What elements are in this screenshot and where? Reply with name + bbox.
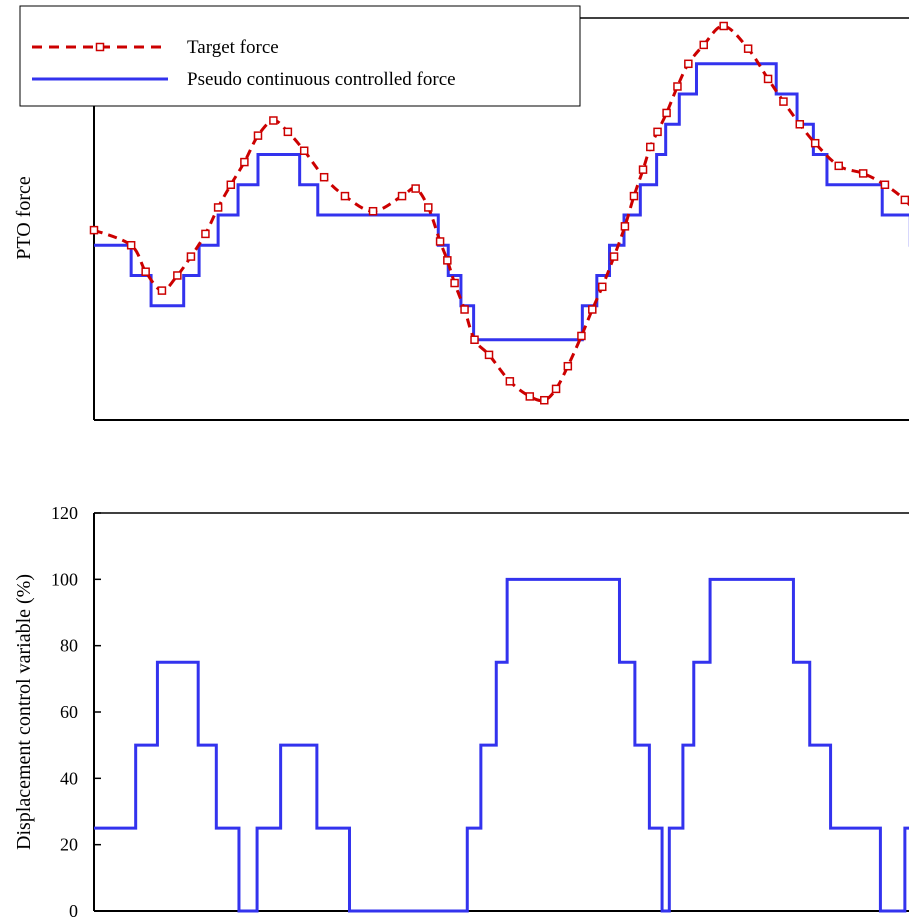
data-point-target-force-1 <box>126 240 136 250</box>
data-point-target-force-2 <box>141 267 150 276</box>
y-tick-label-40: 40 <box>60 768 78 788</box>
data-point-target-force-26 <box>505 377 515 386</box>
bottom-plot-frame <box>93 512 909 912</box>
data-point-target-force-38 <box>646 142 655 152</box>
data-point-target-force-0 <box>89 225 99 235</box>
legend-entry-target-force: Target force <box>32 37 279 58</box>
data-point-target-force-28 <box>540 395 549 405</box>
legend: Target force Pseudo continuous controlle… <box>19 5 581 107</box>
data-point-target-force-19 <box>424 203 433 212</box>
data-point-target-force-50 <box>834 161 843 171</box>
data-point-target-force-10 <box>253 131 263 140</box>
y-tick-label-20: 20 <box>60 835 78 855</box>
data-point-target-force-25 <box>484 350 494 360</box>
top-y-axis-title: PTO force <box>13 176 35 260</box>
data-point-target-force-46 <box>763 74 773 84</box>
data-point-target-force-4 <box>173 271 182 280</box>
data-point-target-force-27 <box>525 392 535 401</box>
bottom-y-ticks: 0 20 40 60 80 100 120 <box>51 503 101 921</box>
data-point-target-force-24 <box>470 335 479 344</box>
data-point-target-force-23 <box>460 305 469 314</box>
bottom-y-axis-title: Displacement control variable (%) <box>13 574 35 850</box>
data-point-target-force-16 <box>368 206 378 216</box>
data-point-target-force-52 <box>880 180 890 190</box>
data-point-target-force-45 <box>743 44 753 53</box>
data-point-target-force-15 <box>340 191 350 201</box>
data-point-target-force-48 <box>795 120 805 129</box>
data-point-target-force-34 <box>609 252 619 261</box>
data-point-target-force-30 <box>563 361 573 371</box>
data-point-target-force-18 <box>411 184 420 193</box>
bottom-chart: 0 20 40 60 80 100 120 Displacement control var… <box>13 503 909 921</box>
top-chart: PTO force Target force Pseudo continuous… <box>13 5 909 421</box>
data-point-target-force-22 <box>450 278 459 288</box>
data-point-target-force-21 <box>443 256 452 265</box>
legend-label-controlled-force: Pseudo continuous controlled force <box>187 69 456 90</box>
y-tick-label-60: 60 <box>60 702 78 722</box>
data-point-target-force-17 <box>397 191 407 201</box>
data-point-target-force-42 <box>684 59 693 69</box>
data-point-target-force-8 <box>226 180 236 190</box>
data-point-target-force-44 <box>719 21 728 31</box>
data-point-target-force-9 <box>240 157 249 167</box>
data-point-target-force-49 <box>810 138 820 148</box>
data-point-target-force-5 <box>186 252 196 261</box>
data-point-target-force-37 <box>638 165 648 174</box>
data-point-target-force-35 <box>620 222 630 231</box>
bottom-series-group <box>94 577 909 913</box>
data-point-target-force-32 <box>588 305 597 314</box>
legend-box <box>19 5 581 107</box>
y-tick-label-100: 100 <box>51 569 78 589</box>
data-point-target-force-20 <box>435 237 445 246</box>
data-point-target-force-36 <box>629 191 639 201</box>
data-point-target-force-3 <box>157 286 167 295</box>
data-point-target-force-12 <box>283 127 293 137</box>
data-point-target-force-47 <box>779 97 788 106</box>
data-point-target-force-43 <box>699 40 708 50</box>
data-point-target-force-11 <box>269 116 278 125</box>
data-point-target-force-14 <box>319 172 329 182</box>
data-point-target-force-41 <box>673 82 682 91</box>
data-point-target-force-33 <box>598 282 607 292</box>
y-tick-label-80: 80 <box>60 636 78 656</box>
target-force-markers <box>89 21 909 405</box>
data-point-target-force-39 <box>653 127 662 137</box>
y-tick-label-120: 120 <box>51 503 78 523</box>
data-point-target-force-31 <box>577 331 586 341</box>
data-point-target-force-29 <box>551 384 561 394</box>
data-point-target-force-7 <box>213 203 223 212</box>
data-point-target-force-53 <box>900 195 909 205</box>
legend-label-target-force: Target force <box>187 37 279 58</box>
top-series-group <box>89 21 909 405</box>
series-line-displacement <box>94 577 909 913</box>
legend-marker-target-force <box>95 42 105 52</box>
y-tick-label-0: 0 <box>69 901 78 921</box>
data-point-target-force-13 <box>299 146 309 155</box>
data-point-target-force-40 <box>662 108 671 118</box>
data-point-target-force-51 <box>858 169 868 178</box>
data-point-target-force-6 <box>201 229 210 239</box>
legend-entry-controlled-force: Pseudo continuous controlled force <box>32 69 456 90</box>
